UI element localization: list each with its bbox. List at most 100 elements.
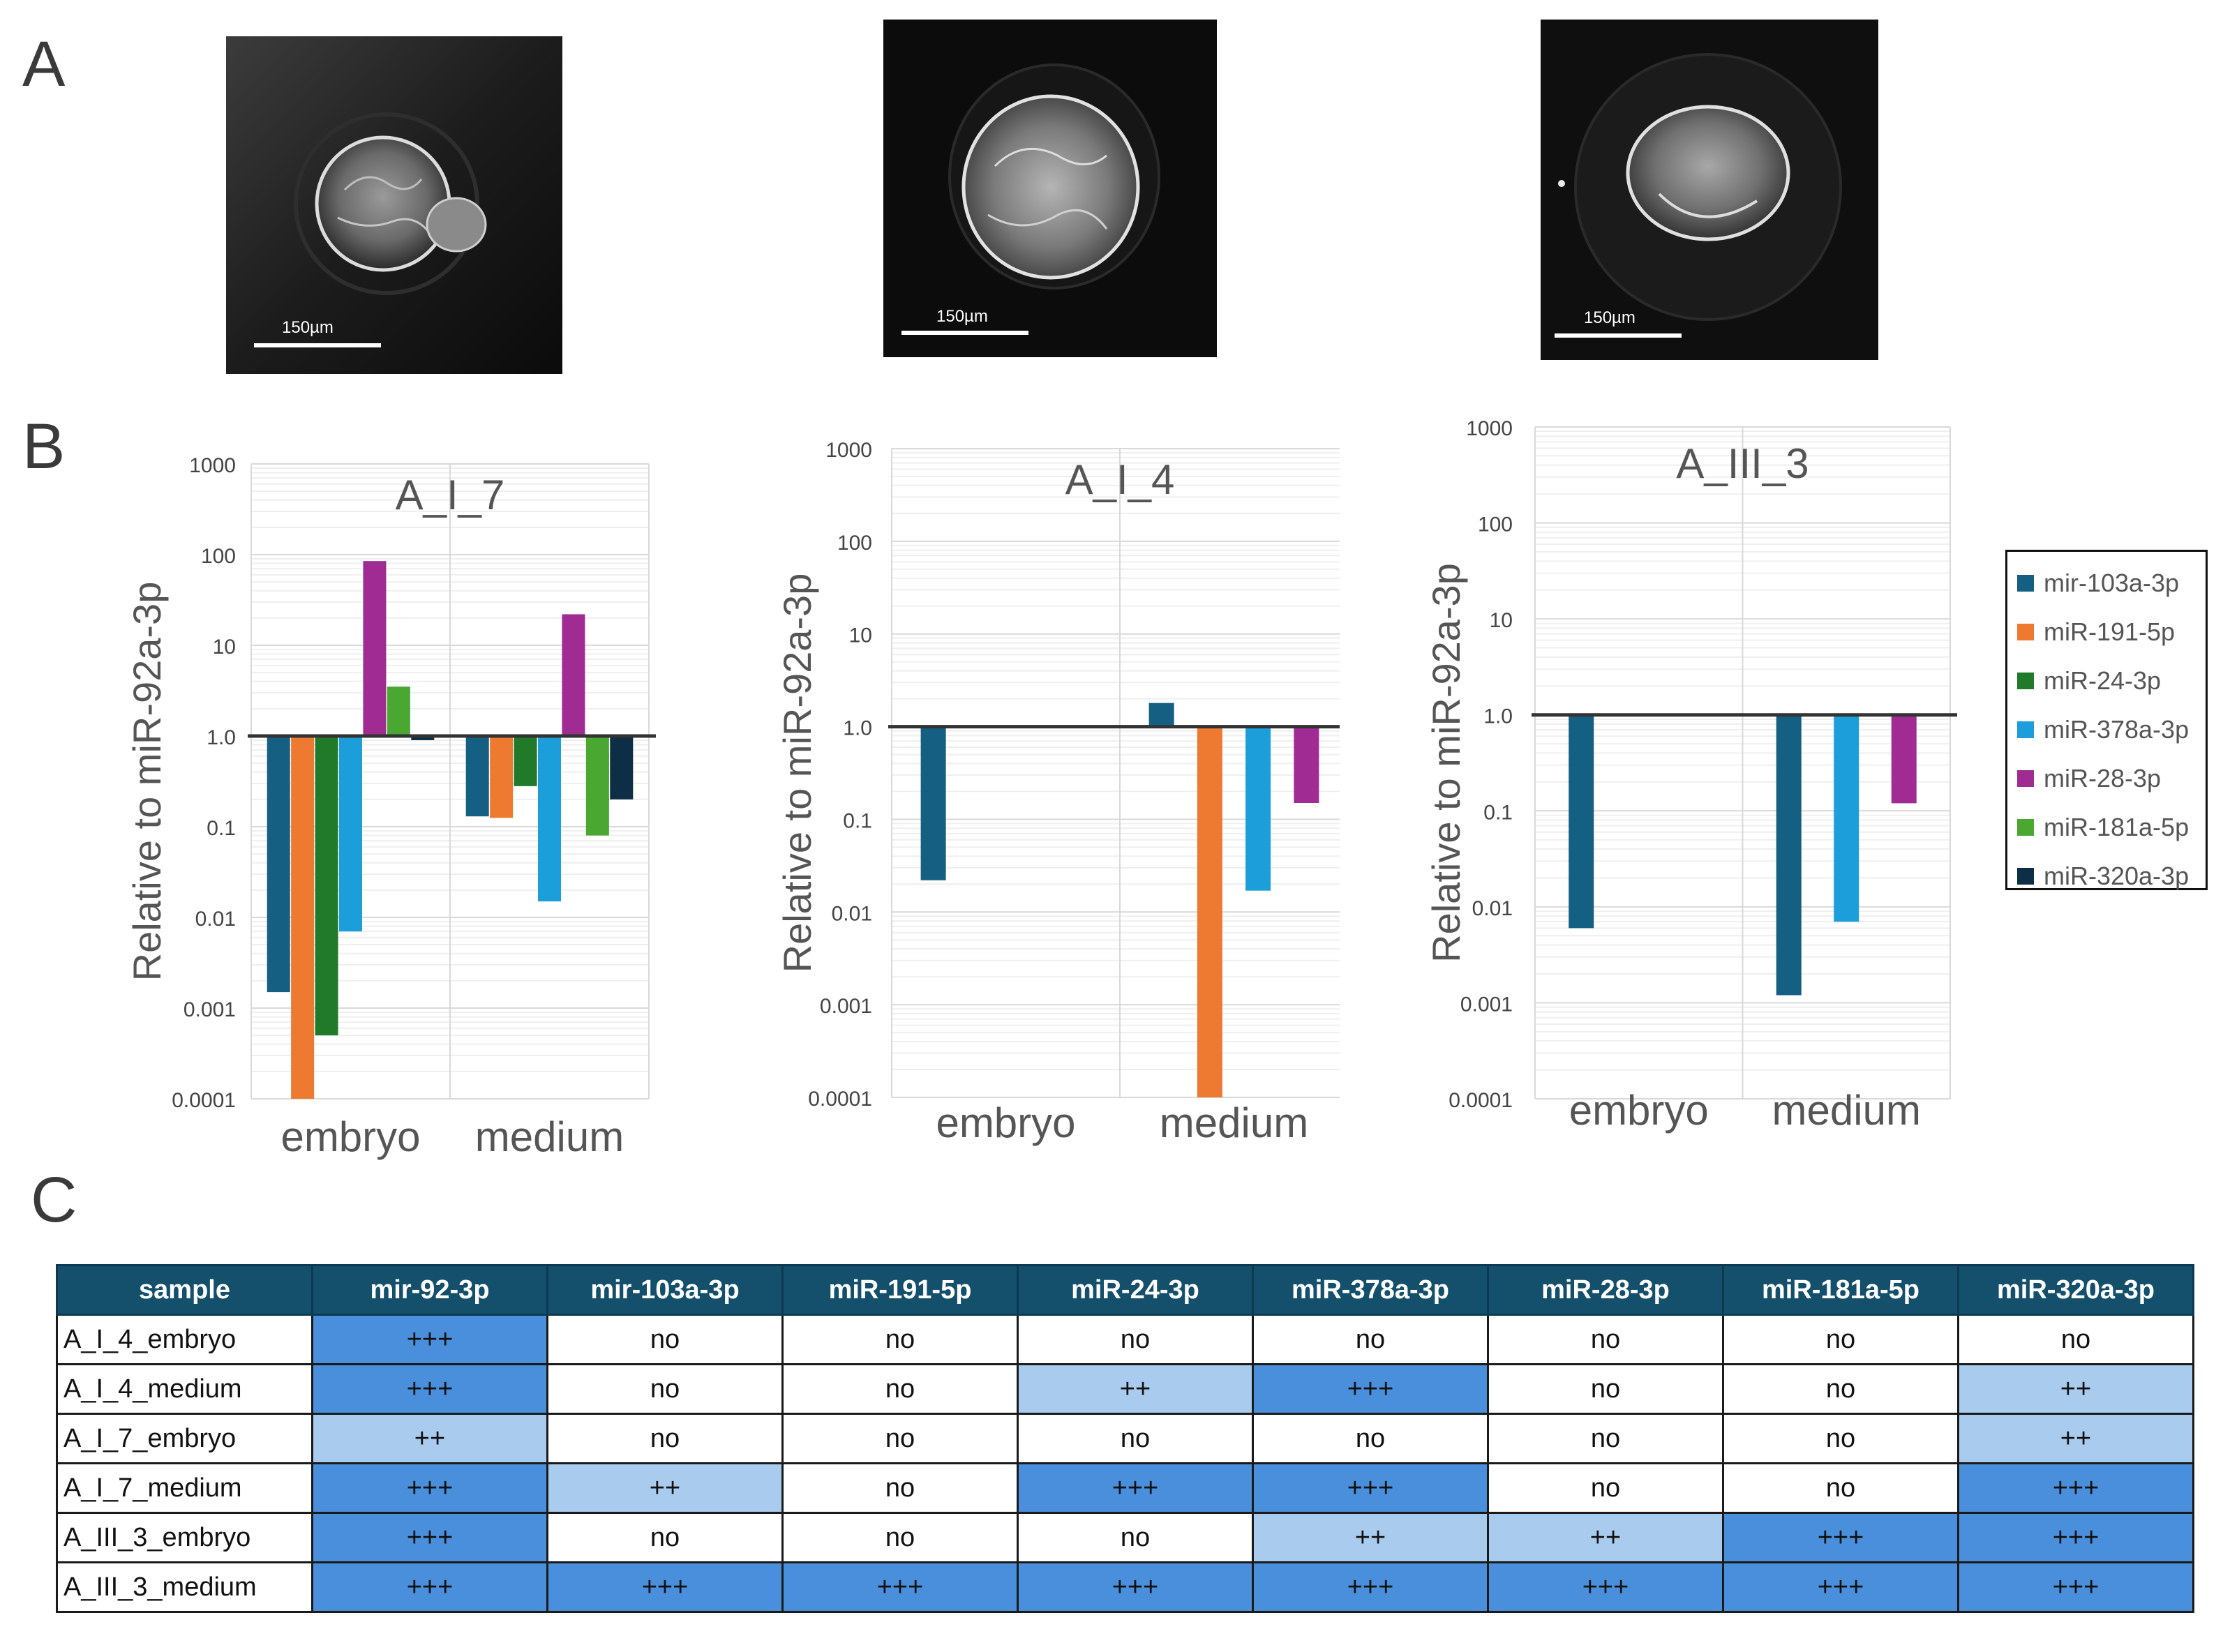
panel-label-b: B [22, 411, 66, 482]
expression-cell: +++ [311, 1561, 548, 1613]
expression-cell: no [781, 1512, 1019, 1563]
micrograph-a-i-4: 150µm [883, 20, 1217, 357]
column-header: miR-28-3p [1487, 1264, 1724, 1316]
legend-item: miR-24-3p [2017, 656, 2206, 705]
expression-cell: no [1487, 1363, 1724, 1415]
expression-cell: no [1722, 1462, 1959, 1514]
expression-cell: ++ [1252, 1512, 1489, 1563]
x-category-label: embryo [280, 1113, 420, 1160]
column-header: miR-378a-3p [1252, 1264, 1489, 1316]
legend-item: miR-181a-5p [2017, 803, 2206, 852]
y-tick-label: 100 [1478, 513, 1513, 536]
expression-cell: no [1487, 1314, 1724, 1365]
legend-item: miR-320a-3p [2017, 852, 2206, 901]
micrograph-a-iii-3: 150µm [1541, 20, 1878, 360]
legend-item: miR-378a-3p [2017, 705, 2206, 754]
expression-cell: no [1487, 1413, 1724, 1464]
y-tick-label: 10 [849, 624, 872, 647]
expression-cell: ++ [546, 1462, 784, 1514]
expression-cell: no [1722, 1413, 1959, 1464]
bar [490, 736, 514, 818]
bar [1245, 726, 1271, 891]
bar [610, 736, 634, 799]
expression-cell: +++ [781, 1561, 1019, 1613]
legend-swatch [2017, 721, 2034, 738]
sample-cell: A_I_4_embryo [56, 1314, 313, 1365]
expression-cell: +++ [546, 1561, 784, 1613]
expression-cell: no [1017, 1413, 1254, 1464]
column-header: miR-24-3p [1017, 1264, 1254, 1316]
sample-cell: A_III_3_medium [56, 1561, 313, 1613]
scale-bar [901, 331, 1028, 335]
sample-cell: A_III_3_embryo [56, 1512, 313, 1563]
embryo-image [226, 36, 562, 374]
expression-cell: no [1017, 1314, 1254, 1365]
bar [1148, 703, 1174, 727]
legend-item: miR-28-3p [2017, 754, 2206, 803]
y-tick-label: 0.1 [1483, 801, 1513, 824]
expression-cell: +++ [1252, 1363, 1489, 1415]
expression-cell: ++ [1017, 1363, 1254, 1415]
scale-label: 150µm [1584, 308, 1636, 327]
expression-cell: +++ [1722, 1561, 1959, 1613]
embryo-image [883, 20, 1217, 357]
column-header: miR-191-5p [781, 1264, 1019, 1316]
expression-cell: ++ [1957, 1363, 2194, 1415]
x-category-label: medium [1160, 1099, 1308, 1146]
expression-cell: no [781, 1413, 1019, 1464]
expression-cell: no [1487, 1462, 1724, 1514]
bar [585, 736, 609, 836]
chart-a-i-7: 0.0001 0.001 0.01 0.1 1.0 10 100 1000 A_I_7 Relat… [125, 454, 656, 1160]
bar [267, 736, 290, 993]
y-tick-label: 0.01 [195, 908, 236, 931]
table-row: A_I_7_embryo ++ no no no no no no ++ [56, 1413, 2194, 1464]
bar [1776, 714, 1802, 996]
legend-label: miR-191-5p [2044, 617, 2176, 646]
y-tick-label: 0.0001 [172, 1089, 236, 1112]
panel-label-a: A [22, 29, 66, 100]
y-tick-label: 100 [837, 532, 872, 555]
expression-cell: no [1722, 1363, 1959, 1415]
bar [411, 736, 435, 740]
table-row: A_I_4_medium +++ no no ++ +++ no no ++ [56, 1363, 2194, 1415]
column-header: miR-181a-5p [1722, 1264, 1959, 1316]
micrograph-a-i-7: 150µm [226, 36, 562, 374]
expression-table: sample mir-92-3p mir-103a-3p miR-191-5p miR-… [56, 1264, 2194, 1613]
legend-swatch [2017, 819, 2034, 836]
expression-cell: +++ [311, 1512, 548, 1563]
expression-cell: +++ [1487, 1561, 1724, 1613]
bar [562, 614, 585, 736]
y-axis-label: Relative to miR-92a-3p [775, 573, 819, 973]
legend-label: miR-378a-3p [2044, 715, 2190, 744]
bar [465, 736, 489, 817]
x-category-label: medium [1772, 1087, 1921, 1134]
expression-cell: ++ [1487, 1512, 1724, 1563]
expression-cell: ++ [1957, 1413, 2194, 1464]
expression-cell: +++ [1252, 1561, 1489, 1613]
sample-cell: A_I_7_embryo [56, 1413, 313, 1464]
legend-label: mir-103a-3p [2044, 569, 2180, 597]
legend-label: miR-28-3p [2044, 764, 2162, 793]
expression-cell: no [781, 1314, 1019, 1365]
x-category-label: embryo [1569, 1087, 1709, 1134]
bar [1197, 726, 1222, 1097]
bar [1294, 726, 1319, 804]
y-tick-label: 1000 [1466, 419, 1513, 440]
legend-swatch [2017, 770, 2034, 787]
scale-label: 150µm [282, 318, 334, 337]
y-tick-label: 0.001 [820, 995, 872, 1018]
expression-cell: no [546, 1512, 784, 1563]
column-header: mir-103a-3p [546, 1264, 784, 1316]
legend-label: miR-181a-5p [2044, 813, 2190, 841]
expression-cell: no [1252, 1314, 1489, 1365]
legend-swatch [2017, 868, 2034, 885]
chart-title: A_III_3 [1676, 440, 1809, 487]
x-category-label: medium [475, 1113, 624, 1160]
table-row: A_I_4_embryo +++ no no no no no no no [56, 1314, 2194, 1365]
y-axis-label: Relative to miR-92a-3p [125, 582, 169, 982]
y-tick-label: 0.0001 [808, 1088, 872, 1111]
y-tick-label: 0.001 [1460, 993, 1513, 1016]
y-tick-label: 0.001 [184, 998, 236, 1021]
bar [387, 686, 410, 736]
column-header: mir-92-3p [311, 1264, 548, 1316]
